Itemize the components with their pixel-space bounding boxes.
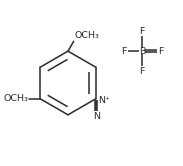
Text: OCH₃: OCH₃ — [74, 32, 99, 41]
Text: N⁺: N⁺ — [98, 95, 110, 105]
Text: F: F — [121, 47, 127, 56]
Text: F: F — [140, 67, 145, 76]
Text: F: F — [158, 47, 163, 56]
Text: N: N — [93, 112, 100, 121]
Text: B: B — [139, 47, 145, 56]
Text: OCH₃: OCH₃ — [4, 94, 29, 103]
Text: F: F — [140, 27, 145, 36]
